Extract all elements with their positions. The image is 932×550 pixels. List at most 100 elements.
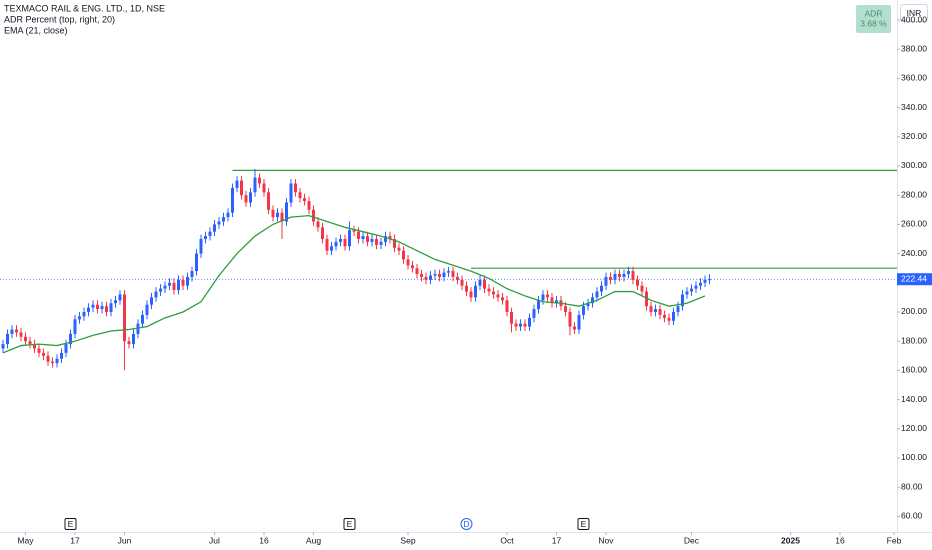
candle-body (383, 236, 387, 242)
candle-body (518, 323, 522, 327)
y-tick-label: 300.00 (901, 160, 927, 170)
candle-body (401, 250, 405, 260)
candle-body (185, 276, 189, 286)
candle-body (608, 276, 612, 280)
candle-body (460, 279, 464, 286)
candle-body (644, 291, 648, 307)
candle-body (676, 306, 680, 312)
candle-body (82, 311, 86, 317)
candle-body (226, 212, 230, 218)
event-marker (460, 518, 473, 530)
candle-body (550, 297, 554, 304)
candle-body (667, 317, 671, 321)
candle-body (433, 274, 437, 276)
event-label: E (347, 519, 353, 529)
candle-body (505, 300, 509, 312)
y-tick-label: 380.00 (901, 43, 927, 53)
candle-body (361, 236, 365, 239)
candle-body (190, 271, 194, 277)
y-tick-label: 80.00 (901, 481, 923, 491)
candle-body (122, 294, 126, 342)
event-label: D (463, 519, 469, 529)
y-tick-label: 140.00 (901, 394, 927, 404)
x-tick-label: Oct (500, 535, 514, 545)
x-tick-label: 2025 (781, 535, 800, 545)
y-tick-label: 260.00 (901, 219, 927, 229)
candle-body (298, 192, 302, 199)
adr-box (856, 5, 891, 33)
x-tick-label: 16 (835, 535, 845, 545)
candle-body (703, 279, 707, 283)
candle-body (154, 291, 158, 298)
y-tick-label: 360.00 (901, 73, 927, 83)
event-marker (577, 518, 590, 530)
candle-body (208, 231, 212, 237)
candle-body (325, 238, 329, 251)
y-tick-label: 100.00 (901, 452, 927, 462)
candle-body (370, 238, 374, 242)
candle-body (280, 212, 284, 222)
candle-body (33, 344, 37, 349)
candle-body (595, 291, 599, 298)
y-tick-label: 180.00 (901, 335, 927, 345)
candle-body (451, 271, 455, 277)
indicator-legend: EMA (21, close) (4, 25, 68, 35)
candle-body (419, 274, 423, 277)
candle-body (235, 180, 239, 188)
candle-body (487, 288, 491, 292)
candle-body (329, 246, 333, 251)
x-tick-label: May (17, 535, 34, 545)
candle-body (653, 309, 657, 312)
candle-body (338, 238, 342, 242)
candle-body (320, 227, 324, 239)
candle-body (514, 323, 518, 327)
currency-button[interactable] (900, 4, 928, 22)
x-tick-label: Jul (209, 535, 220, 545)
candle-body (334, 241, 338, 247)
candle-body (60, 352, 64, 359)
candle-body (352, 230, 356, 232)
candle-body (406, 259, 410, 266)
candle-body (424, 276, 428, 280)
candle-body (167, 282, 171, 286)
y-tick-label: 320.00 (901, 131, 927, 141)
candle-body (415, 268, 419, 275)
candle-body (379, 241, 383, 245)
candle-body (563, 306, 567, 312)
candle-body (262, 183, 266, 193)
y-tick-label: 240.00 (901, 248, 927, 258)
candle-body (69, 333, 73, 345)
candle-body (446, 271, 450, 273)
candle-body (577, 314, 581, 330)
candle-body (10, 329, 14, 334)
currency-label[interactable]: INR (907, 8, 922, 18)
candle-body (86, 307, 90, 312)
candle-body (532, 309, 536, 318)
candle-body (158, 288, 162, 292)
candle-body (113, 300, 117, 304)
candle-body (140, 314, 144, 324)
candle-body (680, 294, 684, 307)
candle-body (244, 195, 248, 203)
candle-body (356, 231, 360, 239)
event-marker (64, 518, 77, 530)
x-tick-label: 16 (259, 535, 269, 545)
y-tick-label: 340.00 (901, 102, 927, 112)
candle-body (55, 358, 59, 364)
candle-body (212, 224, 216, 232)
candle-body (698, 282, 702, 286)
candle-body (554, 300, 558, 304)
last-price-box (897, 273, 932, 286)
candle-body (131, 333, 135, 345)
candle-body (707, 279, 711, 281)
candle-body (24, 336, 28, 342)
candle-body (617, 274, 621, 277)
candle-body (478, 279, 482, 286)
y-tick-label: 200.00 (901, 306, 927, 316)
candle-body (289, 183, 293, 203)
candle-body (631, 271, 635, 280)
y-tick-label: 120.00 (901, 423, 927, 433)
candle-body (73, 319, 77, 334)
candle-body (15, 329, 19, 333)
